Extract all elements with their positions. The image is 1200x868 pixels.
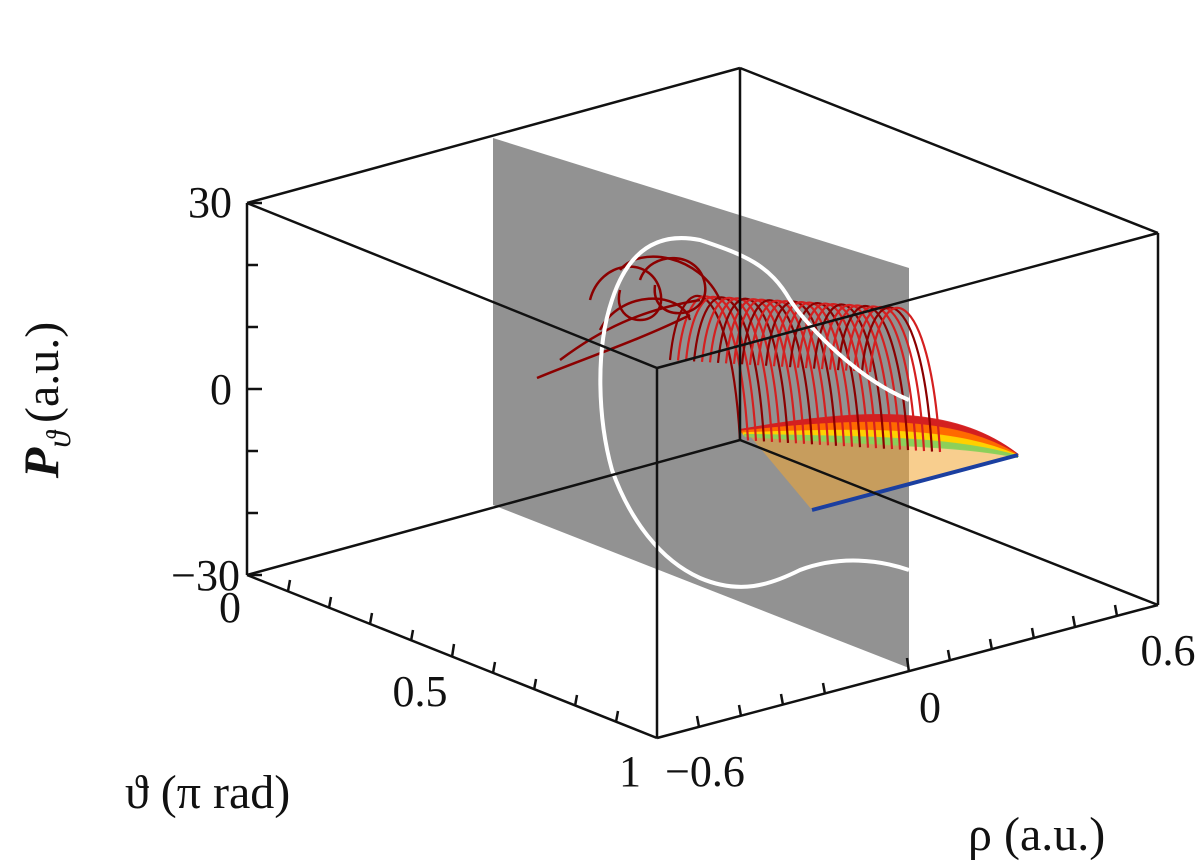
z-tick-label-30: 30 (188, 178, 232, 227)
trajectory-loop (724, 298, 798, 444)
trajectory-loop (772, 301, 846, 447)
trajectory-loop (860, 306, 934, 452)
trajectory-loop (868, 307, 942, 453)
trajectory-base-edge (811, 453, 1019, 512)
svg-text:Pϑ(a.u.): Pϑ(a.u.) (13, 322, 78, 480)
theta-tick-label-0.5: 0.5 (393, 667, 448, 716)
trajectory-tangle (559, 298, 701, 362)
trajectory-loop (708, 297, 782, 443)
theta-axis-ticks (286, 579, 620, 723)
theta-axis-title: ϑ (π rad) (125, 766, 290, 819)
trajectory-loop (788, 302, 862, 448)
z-axis-title: Pϑ(a.u.) (13, 322, 78, 480)
trajectory-loop (804, 303, 878, 449)
rho-axis-title: ρ (a.u.) (968, 808, 1105, 861)
trajectory-strand (744, 435, 1019, 458)
trajectory-loop (796, 302, 870, 448)
rho-zero-plane (493, 138, 909, 668)
rho-axis-ticks (695, 604, 1119, 728)
trajectory-loop (852, 306, 926, 452)
trajectory-loop (740, 299, 814, 445)
rho-tick-label-minus0.6: −0.6 (665, 747, 745, 796)
trajectory-sheet (745, 430, 1018, 510)
projection-curve (598, 236, 910, 589)
z-axis-ticks (247, 201, 262, 577)
trajectory-loop (684, 296, 758, 442)
trajectory-loop (692, 296, 766, 442)
theta-tick-label-1: 1 (619, 747, 641, 796)
trajectory-loop (820, 304, 894, 450)
theta-tick-label-0: 0 (219, 583, 241, 632)
trajectory-tangle (588, 265, 663, 322)
trajectory-loop (844, 305, 918, 451)
rho-tick-label-0: 0 (919, 683, 941, 732)
trajectory-loop (764, 300, 838, 446)
z-tick-label-0: 0 (210, 365, 232, 414)
trajectory-loop (700, 297, 774, 442)
trajectory-loop (668, 295, 742, 441)
trajectory-loop (716, 297, 790, 443)
trajectory-loop (676, 295, 750, 441)
rho-tick-label-0.6: 0.6 (1141, 626, 1196, 675)
z-tick-label-minus30: −30 (171, 551, 240, 600)
trajectory-loop (748, 299, 822, 445)
